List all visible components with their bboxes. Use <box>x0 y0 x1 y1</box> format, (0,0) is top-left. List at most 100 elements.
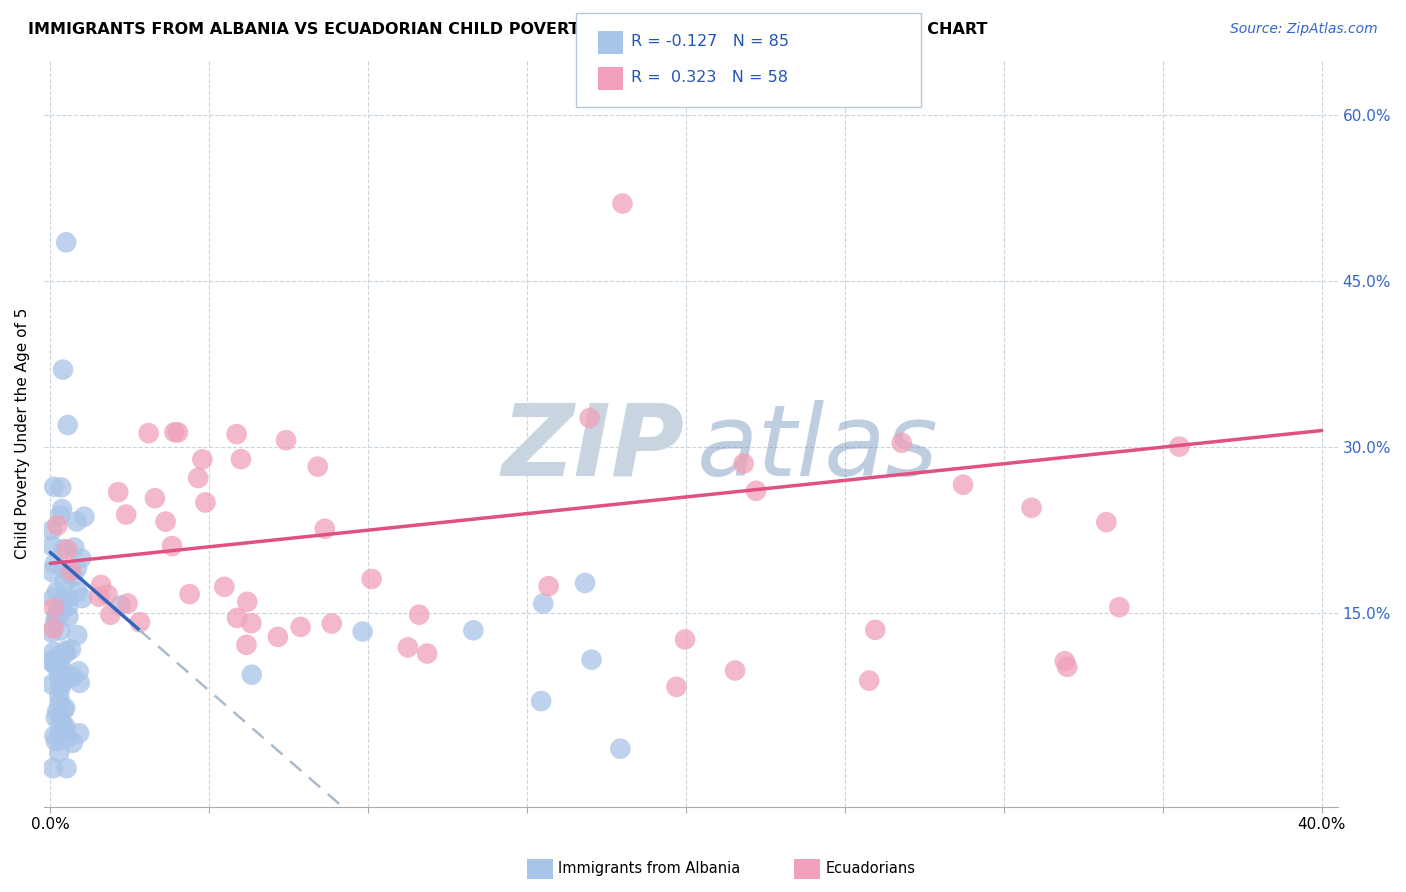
Point <box>107 485 129 500</box>
Point <box>55 647 77 661</box>
Point <box>53 644 76 658</box>
Point <box>733 457 755 471</box>
Point <box>128 615 150 630</box>
Point <box>952 477 974 491</box>
Point <box>90 578 112 592</box>
Point <box>51 662 73 676</box>
Point <box>41 539 63 553</box>
Point <box>41 523 63 537</box>
Point <box>537 579 560 593</box>
Point <box>1056 660 1078 674</box>
Point <box>235 638 257 652</box>
Point <box>865 623 887 637</box>
Point <box>530 694 553 708</box>
Point <box>1168 440 1191 454</box>
Point <box>745 483 768 498</box>
Point <box>56 731 79 745</box>
Point <box>160 539 183 553</box>
Point <box>100 607 122 622</box>
Point <box>49 508 72 523</box>
Point <box>51 480 73 494</box>
Point <box>267 630 290 644</box>
Point <box>56 591 79 605</box>
Point <box>48 607 70 621</box>
Point <box>673 632 696 647</box>
Point <box>42 645 65 659</box>
Point <box>72 591 94 605</box>
Point <box>52 667 75 681</box>
Point <box>58 566 80 581</box>
Point <box>56 542 79 557</box>
Point <box>41 677 63 691</box>
Point <box>49 657 72 672</box>
Point <box>179 587 201 601</box>
Point <box>117 596 139 610</box>
Point <box>48 648 70 663</box>
Point <box>41 653 63 667</box>
Point <box>66 561 89 575</box>
Point <box>49 624 72 638</box>
Point <box>73 509 96 524</box>
Point <box>56 417 79 432</box>
Point <box>1053 654 1076 668</box>
Point <box>67 726 90 740</box>
Point <box>46 704 69 718</box>
Point <box>44 613 66 627</box>
Point <box>155 515 177 529</box>
Point <box>52 362 75 376</box>
Point <box>42 621 65 635</box>
Point <box>49 672 72 686</box>
Point <box>46 584 69 599</box>
Point <box>44 480 66 494</box>
Point <box>45 711 67 725</box>
Point <box>48 696 70 710</box>
Point <box>578 411 600 425</box>
Text: ZIP: ZIP <box>502 400 685 497</box>
Point <box>408 607 430 622</box>
Point <box>1108 600 1130 615</box>
Point <box>53 722 76 736</box>
Point <box>48 746 70 760</box>
Point <box>321 616 343 631</box>
Point <box>41 625 63 640</box>
Point <box>52 703 75 717</box>
Point <box>1021 500 1043 515</box>
Point <box>167 425 190 440</box>
Point <box>55 720 77 734</box>
Point <box>48 668 70 682</box>
Point <box>115 508 138 522</box>
Point <box>274 433 297 447</box>
Point <box>225 427 247 442</box>
Point <box>858 673 880 688</box>
Point <box>97 588 120 602</box>
Point <box>612 196 634 211</box>
Point <box>724 664 747 678</box>
Point <box>58 599 80 613</box>
Text: R =  0.323   N = 58: R = 0.323 N = 58 <box>631 70 789 85</box>
Point <box>51 714 73 728</box>
Point <box>66 515 89 529</box>
Point <box>52 542 75 557</box>
Point <box>53 701 76 715</box>
Point <box>214 580 236 594</box>
Point <box>45 659 67 673</box>
Text: Immigrants from Albania: Immigrants from Albania <box>558 862 741 876</box>
Point <box>191 452 214 467</box>
Point <box>110 599 132 613</box>
Point <box>56 671 79 685</box>
Point <box>890 435 912 450</box>
Point <box>51 502 73 516</box>
Point <box>187 471 209 485</box>
Text: R = -0.127   N = 85: R = -0.127 N = 85 <box>631 35 789 49</box>
Point <box>69 676 91 690</box>
Point <box>46 518 69 533</box>
Point <box>240 616 263 631</box>
Text: Ecuadorians: Ecuadorians <box>825 862 915 876</box>
Point <box>63 541 86 555</box>
Point <box>41 565 63 579</box>
Text: IMMIGRANTS FROM ALBANIA VS ECUADORIAN CHILD POVERTY UNDER THE AGE OF 5 CORRELATI: IMMIGRANTS FROM ALBANIA VS ECUADORIAN CH… <box>28 22 987 37</box>
Point <box>290 620 312 634</box>
Point <box>45 611 67 625</box>
Point <box>62 669 84 683</box>
Point <box>314 522 336 536</box>
